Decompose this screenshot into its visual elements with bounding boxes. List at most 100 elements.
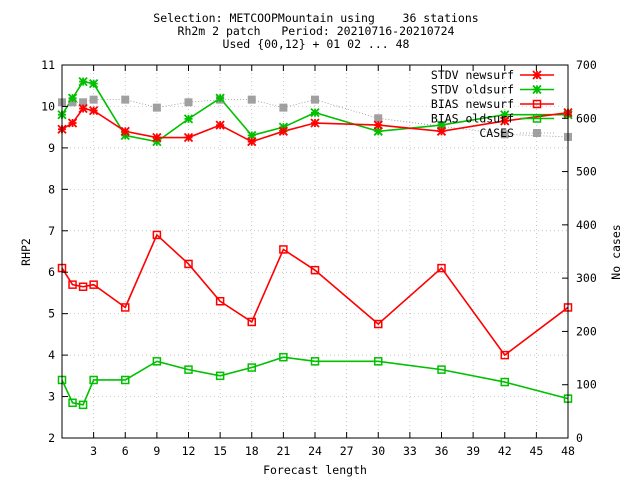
data-point — [279, 352, 288, 362]
series-markers — [57, 76, 573, 410]
data-point — [247, 137, 257, 147]
y2-tick-label: 300 — [576, 271, 597, 285]
x-tick-label: 3 — [90, 444, 97, 458]
data-point — [247, 95, 256, 104]
y2-tick-label: 0 — [576, 431, 583, 445]
y-tick-label: 4 — [48, 348, 55, 362]
data-point — [88, 79, 99, 89]
x-tick-label: 36 — [435, 444, 449, 458]
data-point — [436, 126, 447, 136]
data-point — [121, 375, 130, 385]
data-point — [183, 114, 194, 124]
data-point — [78, 76, 88, 87]
data-point — [152, 230, 162, 240]
x-tick-label: 45 — [529, 444, 543, 458]
data-point — [310, 108, 320, 118]
data-point — [500, 116, 510, 126]
x-tick-label: 18 — [245, 444, 259, 458]
data-point — [374, 114, 383, 123]
x-tick-label: 39 — [466, 444, 480, 458]
legend-label: BIAS newsurf — [431, 97, 514, 111]
x-tick-label: 9 — [153, 444, 160, 458]
y-tick-label: 5 — [48, 307, 55, 321]
y2-axis-label: No cases — [609, 224, 623, 279]
legend-marker — [532, 99, 542, 109]
data-point — [437, 263, 446, 273]
data-point — [373, 120, 383, 130]
y2-tick-label: 600 — [576, 111, 597, 125]
data-point — [68, 280, 77, 289]
data-point — [67, 118, 78, 128]
legend-marker — [533, 129, 541, 137]
x-tick-label: 24 — [308, 444, 322, 458]
chart-title-line-1: Selection: METCOOPMountain using 36 stat… — [153, 11, 478, 25]
y-tick-label: 3 — [48, 390, 55, 404]
data-point — [78, 282, 88, 291]
y-tick-label: 10 — [41, 99, 55, 113]
data-point — [78, 400, 88, 410]
legend-marker — [532, 114, 542, 123]
data-point — [310, 118, 320, 128]
y-tick-label: 7 — [48, 224, 55, 238]
y-tick-label: 11 — [41, 58, 55, 72]
data-point — [121, 95, 130, 104]
y-tick-label: 6 — [48, 265, 55, 279]
y2-tick-label: 200 — [576, 324, 597, 338]
data-point — [279, 245, 288, 254]
data-point — [88, 105, 99, 116]
data-point — [500, 130, 509, 139]
data-point — [310, 357, 320, 366]
y-axis-label: RHP2 — [19, 238, 33, 266]
x-tick-label: 12 — [182, 444, 196, 458]
data-point — [310, 265, 320, 275]
legend-marker — [532, 84, 542, 95]
data-point — [183, 132, 194, 143]
x-axis-label: Forecast length — [263, 463, 367, 477]
y-tick-label: 9 — [48, 141, 55, 155]
y-tick-label: 2 — [48, 431, 55, 445]
data-point — [184, 98, 193, 107]
chart-title-line-3: Used {00,12} + 01 02 ... 48 — [223, 37, 410, 51]
data-point — [152, 357, 162, 366]
data-point — [278, 126, 289, 136]
x-tick-label: 42 — [498, 444, 512, 458]
x-tick-label: 6 — [122, 444, 129, 458]
data-point — [68, 398, 77, 408]
legend-label: STDV newsurf — [431, 68, 514, 82]
data-point — [89, 375, 98, 385]
x-tick-label: 48 — [561, 444, 575, 458]
x-tick-label: 21 — [276, 444, 290, 458]
data-point — [89, 280, 98, 289]
data-point — [215, 120, 225, 130]
data-point — [121, 303, 130, 312]
data-point — [374, 319, 383, 329]
data-point — [152, 103, 161, 112]
legend-label: CASES — [479, 126, 514, 140]
legend-label: STDV oldsurf — [431, 83, 514, 97]
data-point — [247, 363, 256, 372]
y2-tick-label: 700 — [576, 58, 597, 72]
x-tick-label: 33 — [403, 444, 417, 458]
x-tick-label: 15 — [213, 444, 227, 458]
data-point — [500, 377, 509, 387]
data-point — [215, 296, 225, 306]
data-point — [247, 317, 256, 327]
data-point — [120, 126, 130, 136]
x-tick-label: 27 — [340, 444, 354, 458]
data-point — [67, 93, 78, 103]
data-point — [500, 350, 509, 360]
data-point — [311, 95, 319, 104]
y2-tick-label: 100 — [576, 378, 597, 392]
axis-ticks: 3 6 9 12 15 18 21 24 27 30 33 36 39 42 45 4823456789101… — [41, 58, 597, 458]
series-line — [61, 356, 569, 406]
legend-marker — [532, 70, 542, 80]
data-point — [215, 93, 225, 103]
data-point — [78, 103, 88, 114]
data-point — [279, 103, 288, 112]
data-point — [374, 357, 383, 366]
data-point — [89, 95, 98, 104]
data-point — [184, 365, 193, 374]
chart-title-line-2: Rh2m 2 patch Period: 20210716-20210724 — [178, 24, 455, 38]
